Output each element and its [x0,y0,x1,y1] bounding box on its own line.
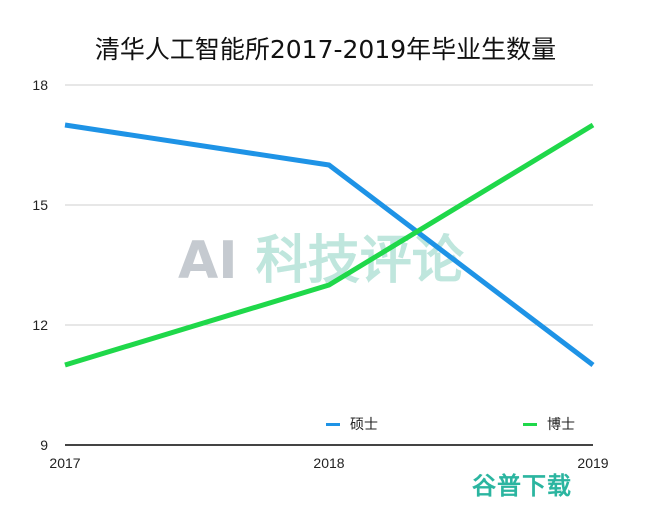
chart-title: 清华人工智能所2017-2019年毕业生数量 [94,35,557,64]
legend-item-masters: 硕士 [326,414,378,434]
y-tick-label: 9 [40,437,48,453]
x-tick-label: 2019 [577,455,609,471]
legend-swatch [523,422,537,426]
y-tick-label: 18 [32,77,48,93]
watermark-ai-review: AI 科技评论 [178,231,464,291]
watermark-download: 谷普下载 [472,472,572,500]
y-tick-label: 15 [32,197,48,213]
x-tick-label: 2017 [49,455,81,471]
gridlines [65,84,593,326]
series-line-masters [64,122,595,367]
y-tick-label: 12 [32,317,48,333]
x-tick-label: 2018 [313,455,345,471]
legend-item-phd: 博士 [523,414,575,434]
series-line-phd [64,122,595,368]
legend-swatch [326,422,340,426]
